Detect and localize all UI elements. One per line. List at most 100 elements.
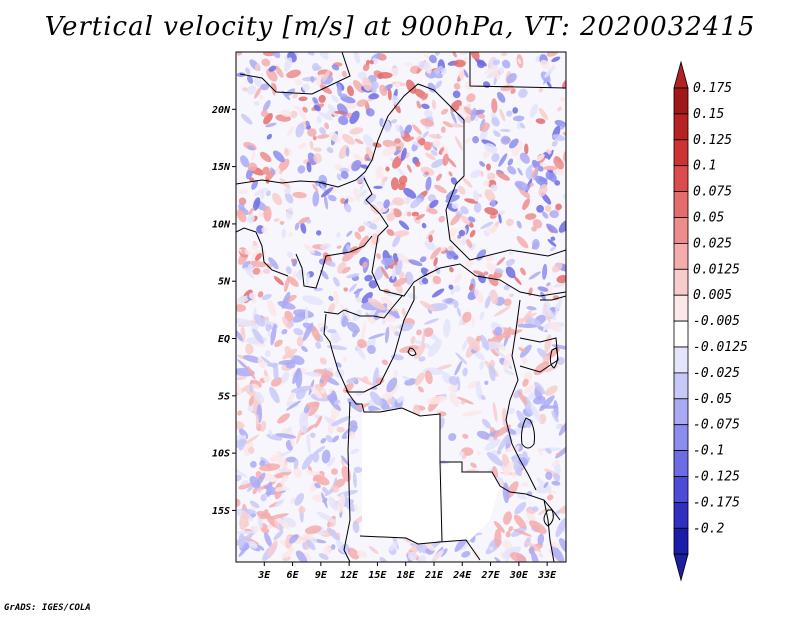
field-cell — [470, 52, 480, 61]
field-cell — [236, 466, 248, 478]
field-cell — [248, 292, 257, 300]
field-cell — [460, 400, 465, 405]
field-cell — [562, 80, 566, 89]
field-cell — [304, 371, 323, 377]
field-cell — [457, 396, 474, 405]
field-cell — [251, 151, 256, 161]
field-cell — [431, 550, 444, 562]
field-cell — [320, 187, 334, 198]
vertical-velocity-field — [236, 52, 566, 562]
field-cell — [310, 325, 321, 342]
field-cell — [362, 221, 371, 227]
field-cell — [343, 287, 348, 292]
field-cell — [469, 229, 476, 238]
field-cell — [424, 171, 430, 176]
field-cell — [529, 182, 534, 187]
field-cell — [346, 244, 352, 253]
field-cell — [536, 204, 544, 213]
field-cell — [330, 544, 336, 550]
field-cell — [330, 330, 340, 344]
field-cell — [454, 136, 463, 151]
field-cell — [538, 107, 549, 121]
field-cell — [421, 331, 425, 348]
field-cell — [397, 182, 406, 191]
field-cell — [559, 505, 566, 515]
field-cell — [334, 164, 343, 171]
field-cell — [519, 152, 530, 164]
field-cell — [312, 135, 317, 141]
field-cell — [305, 401, 320, 408]
colorbar-band — [673, 372, 689, 400]
field-cell — [313, 147, 322, 152]
field-cell — [547, 239, 557, 247]
field-cell — [543, 152, 550, 159]
field-cell — [260, 83, 270, 91]
field-cell — [354, 231, 362, 240]
field-cell — [558, 219, 566, 233]
field-cell — [431, 99, 437, 110]
field-cell — [336, 245, 342, 249]
lon-tick-label: 9E — [315, 570, 328, 581]
field-cell — [325, 435, 333, 443]
field-cell — [306, 539, 316, 551]
field-cell — [517, 140, 523, 151]
field-cell — [511, 329, 523, 335]
field-cell — [505, 266, 516, 279]
field-cell — [384, 326, 390, 344]
field-cell — [490, 289, 499, 305]
field-cell — [341, 266, 351, 274]
field-cell — [281, 371, 290, 383]
field-cell — [520, 267, 526, 276]
field-cell — [486, 262, 498, 274]
field-cell — [256, 510, 269, 518]
field-cell — [404, 124, 412, 134]
field-cell — [264, 485, 277, 491]
field-cell — [539, 395, 555, 412]
field-cell — [521, 357, 528, 365]
field-cell — [361, 321, 366, 343]
field-cell — [301, 345, 308, 353]
lon-tick-label: 18E — [397, 570, 416, 581]
field-cell — [502, 482, 510, 504]
field-cell — [326, 147, 334, 154]
field-cell — [261, 226, 268, 234]
field-cell — [386, 212, 396, 222]
field-cell — [457, 185, 466, 195]
field-cell — [425, 152, 436, 161]
field-cell — [489, 546, 494, 551]
field-cell — [250, 260, 266, 268]
field-cell — [432, 275, 442, 285]
field-cell — [542, 263, 548, 280]
field-cell — [286, 251, 294, 258]
field-cell — [314, 482, 321, 489]
field-cell — [401, 307, 406, 317]
field-cell — [457, 234, 462, 239]
field-cell — [307, 52, 315, 56]
field-cell — [377, 312, 397, 323]
grads-credit: GrADS: IGES/COLA — [4, 603, 91, 613]
map-frame — [235, 51, 567, 563]
field-cell — [448, 284, 454, 290]
field-cell — [551, 480, 561, 486]
colorbar-label: -0.125 — [693, 470, 740, 485]
colorbar-label: 0.05 — [693, 211, 724, 226]
field-cell — [380, 182, 386, 187]
colorbar-band — [673, 527, 689, 555]
field-cell — [394, 138, 401, 144]
field-cell — [484, 143, 498, 154]
field-cell — [423, 110, 433, 118]
field-cell — [512, 275, 522, 285]
field-cell — [270, 377, 283, 387]
field-cell — [260, 109, 269, 118]
field-cell — [316, 230, 322, 236]
field-cell — [286, 456, 297, 463]
colorbar-label: 0.005 — [693, 288, 732, 303]
field-cell — [299, 411, 309, 434]
field-cell — [354, 242, 365, 256]
field-cell — [503, 511, 512, 525]
field-cell — [277, 300, 296, 310]
field-cell — [355, 345, 366, 360]
field-cell — [427, 207, 438, 215]
field-cell — [503, 298, 512, 307]
field-cell — [310, 386, 323, 399]
